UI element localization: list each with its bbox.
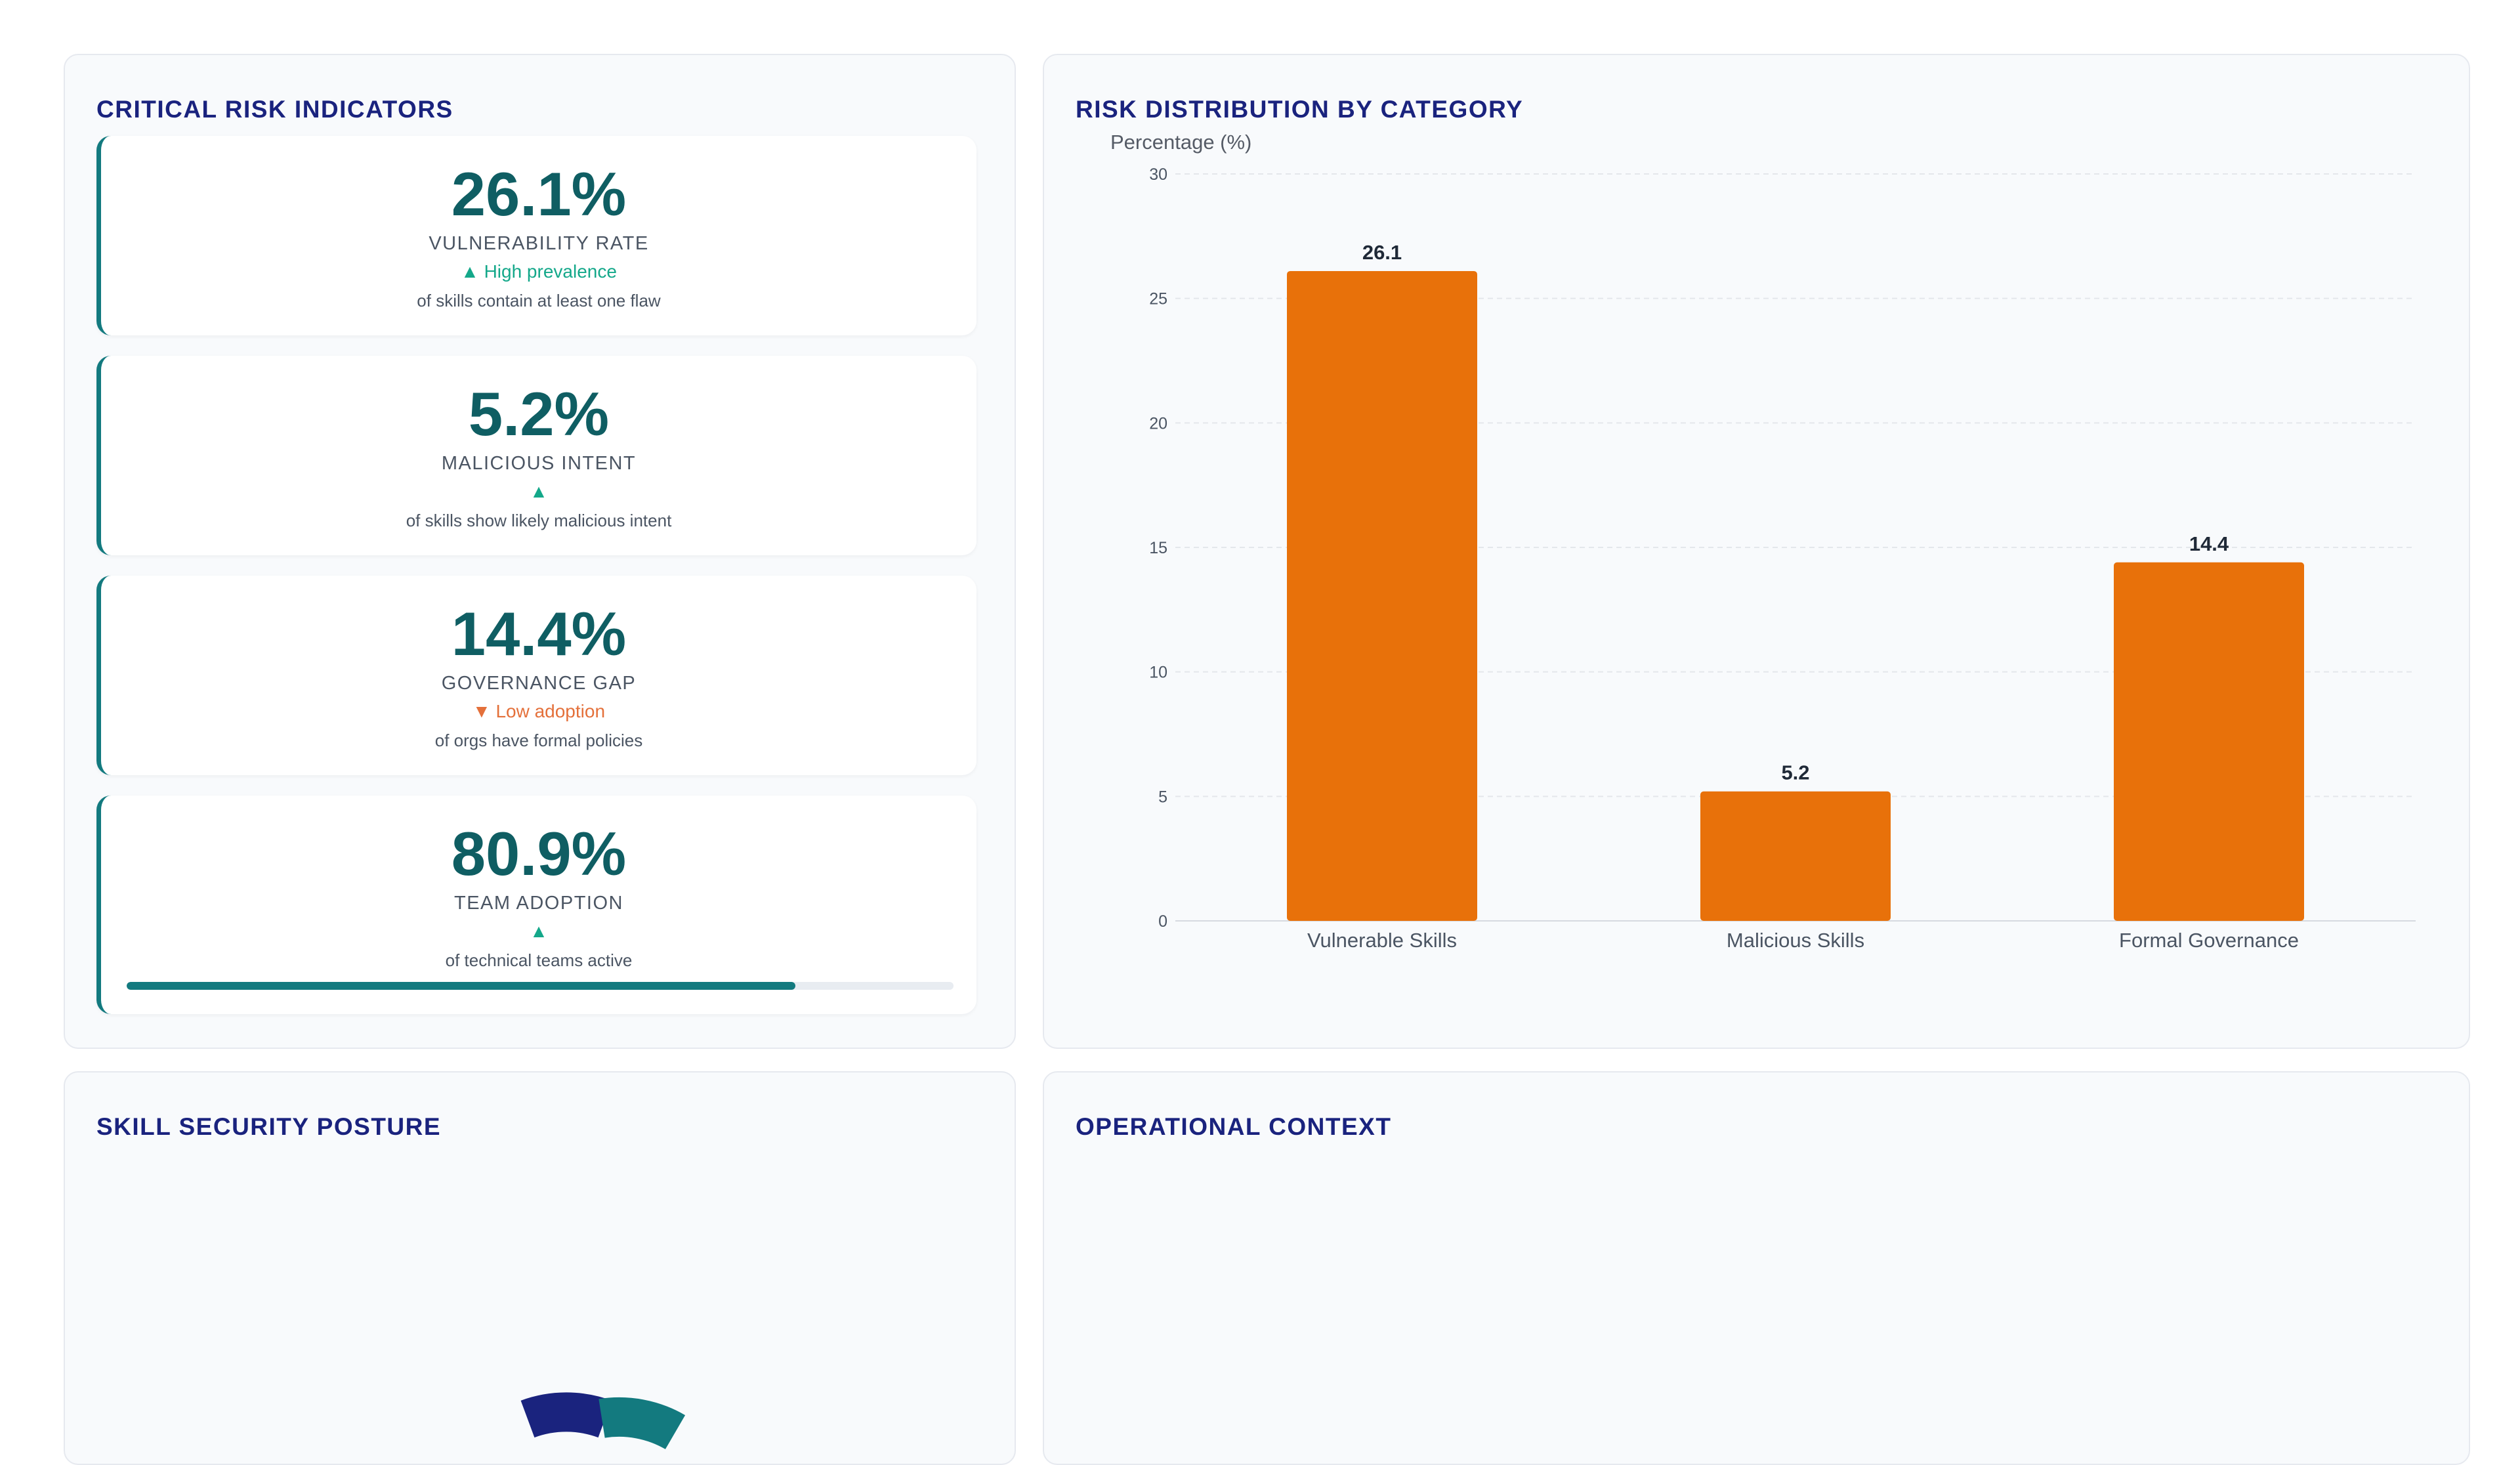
panel-title-critical-risk: CRITICAL RISK INDICATORS xyxy=(96,96,453,123)
kpi-value: 5.2% xyxy=(468,379,610,448)
bar-value-label: 5.2 xyxy=(1781,761,1809,784)
kpi-card-vulnerability-rate: 26.1% VULNERABILITY RATE ▲ High prevalen… xyxy=(96,136,976,335)
x-tick-labels: Vulnerable Skills Malicious Skills Formal … xyxy=(1307,929,2299,952)
bar-formal-governance[interactable] xyxy=(2114,562,2304,921)
team-adoption-progress-bar xyxy=(127,982,954,990)
kpi-card-team-adoption: 80.9% TEAM ADOPTION ▲ of technical teams… xyxy=(96,796,976,1014)
critical-risk-indicators-panel: CRITICAL RISK INDICATORS 26.1% VULNERABI… xyxy=(64,54,1016,1049)
kpi-subtext: of technical teams active xyxy=(445,950,633,970)
risk-distribution-panel: RISK DISTRIBUTION BY CATEGORY Percentage… xyxy=(1043,54,2470,1049)
y-tick-labels: 0 5 10 15 20 25 30 xyxy=(1149,165,1167,931)
panel-title-risk-distribution: RISK DISTRIBUTION BY CATEGORY xyxy=(1076,96,1524,123)
bar-malicious-skills[interactable] xyxy=(1700,791,1891,921)
x-tick-label: Malicious Skills xyxy=(1727,929,1864,952)
x-tick-label: Vulnerable Skills xyxy=(1307,929,1457,952)
bar-value-label: 26.1 xyxy=(1362,241,1402,264)
kpi-trend-down: ▼ Low adoption xyxy=(472,701,606,721)
kpi-card-governance-gap: 14.4% GOVERNANCE GAP ▼ Low adoption of o… xyxy=(96,576,976,775)
panel-title-operational-context: OPERATIONAL CONTEXT xyxy=(1076,1113,1392,1140)
y-tick-label: 25 xyxy=(1149,290,1167,308)
bar-value-label: 14.4 xyxy=(2189,532,2229,555)
operational-context-panel: OPERATIONAL CONTEXT xyxy=(1043,1071,2470,1465)
kpi-value: 14.4% xyxy=(451,599,627,668)
donut-segment-teal xyxy=(598,1397,686,1450)
y-tick-label: 0 xyxy=(1158,912,1167,931)
donut-segment-navy xyxy=(520,1392,612,1438)
kpi-trend-up: ▲ High prevalence xyxy=(461,261,617,282)
posture-donut-chart xyxy=(520,1392,686,1450)
kpi-value: 80.9% xyxy=(451,819,627,888)
panel-title-skill-posture: SKILL SECURITY POSTURE xyxy=(96,1113,442,1140)
bar-value-labels: 26.1 5.2 14.4 xyxy=(1362,241,2229,784)
y-tick-label: 20 xyxy=(1149,414,1167,433)
x-tick-label: Formal Governance xyxy=(2119,929,2299,952)
kpi-card-malicious-intent: 5.2% MALICIOUS INTENT ▲ of skills show l… xyxy=(96,356,976,555)
y-axis-label: Percentage (%) xyxy=(1110,131,1251,154)
kpi-subtext: of skills contain at least one flaw xyxy=(417,291,661,310)
skill-security-posture-panel: SKILL SECURITY POSTURE xyxy=(64,1071,1016,1465)
y-tick-label: 10 xyxy=(1149,664,1167,682)
kpi-label: MALICIOUS INTENT xyxy=(441,453,637,474)
bars xyxy=(1287,270,2304,921)
y-tick-label: 30 xyxy=(1149,165,1167,184)
kpi-value: 26.1% xyxy=(451,159,627,228)
kpi-trend-up: ▲ xyxy=(530,481,548,501)
kpi-label: GOVERNANCE GAP xyxy=(441,673,637,694)
kpi-label: TEAM ADOPTION xyxy=(454,893,623,914)
bar-vulnerable-skills[interactable] xyxy=(1287,270,1477,921)
kpi-subtext: of orgs have formal policies xyxy=(434,731,643,750)
kpi-label: VULNERABILITY RATE xyxy=(429,233,649,254)
kpi-subtext: of skills show likely malicious intent xyxy=(406,511,672,530)
kpi-trend-up: ▲ xyxy=(530,921,548,941)
y-tick-label: 15 xyxy=(1149,539,1167,557)
y-tick-label: 5 xyxy=(1158,788,1167,806)
progress-fill xyxy=(127,982,796,990)
